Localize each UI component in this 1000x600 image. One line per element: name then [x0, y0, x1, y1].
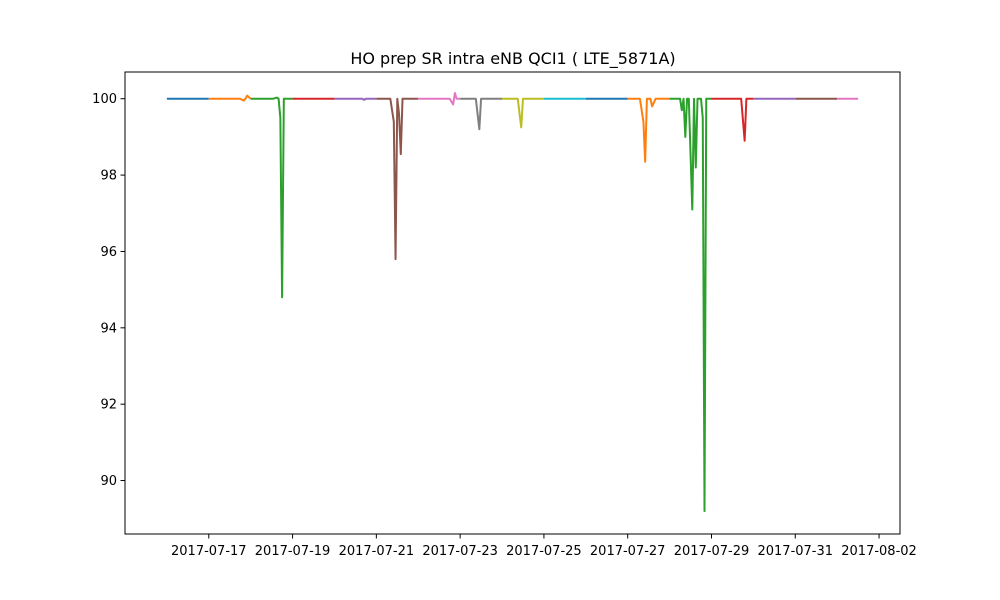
series-layer	[166, 92, 859, 513]
x-tick-label: 2017-08-02	[841, 544, 917, 559]
y-axis: 90 92 94 96 98 100	[92, 92, 125, 489]
series-line-14	[711, 97, 754, 142]
series-line-13	[669, 97, 712, 513]
x-tick-label: 2017-07-21	[339, 544, 415, 559]
series-line-9	[502, 97, 544, 129]
x-tick-label: 2017-07-17	[171, 544, 247, 559]
x-tick-label: 2017-07-25	[506, 544, 582, 559]
y-tick-label: 92	[100, 398, 117, 413]
series-line-8	[460, 97, 503, 131]
x-tick-label: 2017-07-19	[255, 544, 331, 559]
chart-title: HO prep SR intra eNB QCI1 ( LTE_5871A)	[350, 49, 675, 69]
plot-frame	[124, 71, 901, 535]
x-tick-label: 2017-07-29	[674, 544, 750, 559]
x-tick-label: 2017-07-23	[422, 544, 498, 559]
x-tick-label: 2017-07-31	[757, 544, 833, 559]
series-line-2	[208, 94, 252, 102]
y-tick-label: 90	[100, 474, 117, 489]
series-line-5	[334, 97, 377, 101]
series-line-7	[418, 92, 461, 106]
y-tick-label: 100	[92, 92, 117, 107]
series-line-6	[376, 97, 419, 261]
y-tick-label: 98	[100, 169, 117, 184]
series-line-3	[250, 96, 293, 299]
series-line-12	[627, 97, 670, 163]
x-tick-label: 2017-07-27	[590, 544, 666, 559]
x-axis: 2017-07-17 2017-07-19 2017-07-21 2017-07-23…	[171, 534, 917, 559]
y-tick-label: 96	[100, 245, 117, 260]
y-tick-label: 94	[100, 321, 117, 336]
